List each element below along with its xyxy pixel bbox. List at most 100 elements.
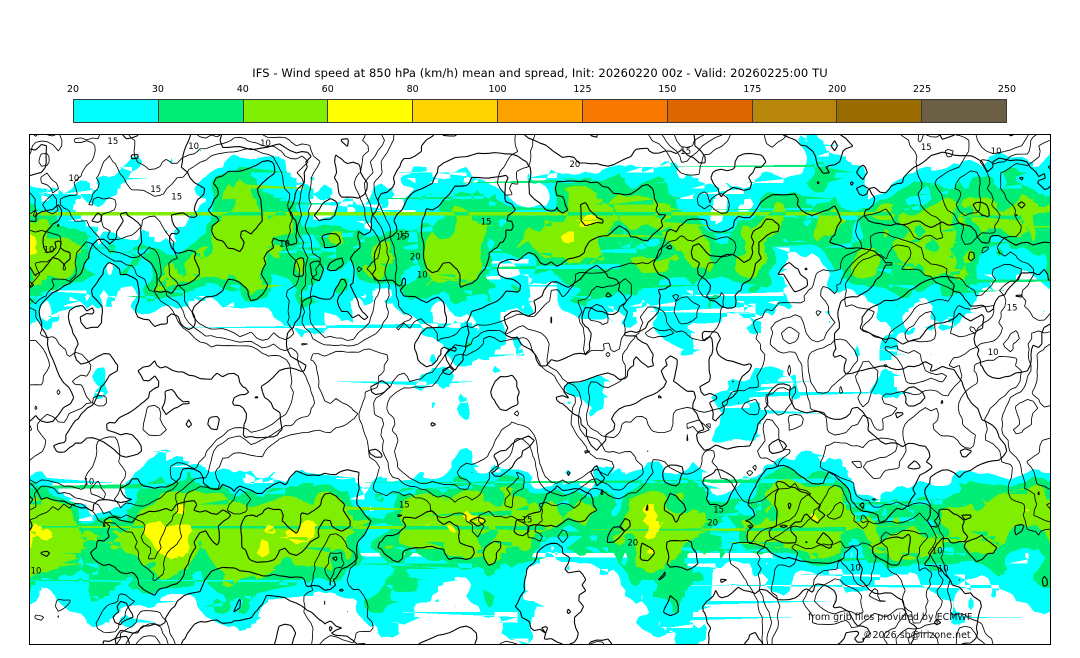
colorbar: 20 30 40 60 80 100 125 150 175 200 225 250 — [67, 84, 1016, 130]
colorbar-band-150-175 — [667, 100, 753, 122]
colorbar-tick-labels: 20 30 40 60 80 100 125 150 175 200 225 250 — [67, 84, 1016, 98]
colorbar-band-60-80 — [328, 100, 414, 122]
colorbar-tick-150: 150 — [658, 84, 677, 95]
svg-text:20: 20 — [707, 517, 718, 527]
svg-text:10: 10 — [31, 565, 42, 575]
attribution-copyright: ©2026 sb@irizone.net — [863, 630, 971, 641]
svg-text:10: 10 — [988, 347, 999, 357]
colorbar-band-125-150 — [582, 100, 668, 122]
contour-label-10: 10 — [850, 562, 861, 572]
spread-contour-10 — [273, 138, 368, 644]
colorbar-tick-125: 125 — [573, 84, 592, 95]
wind-speed-fill-layer — [30, 135, 1050, 644]
colorbar-band-100-125 — [498, 100, 583, 122]
contour-label-15: 15 — [150, 184, 161, 194]
contour-label-15: 15 — [522, 514, 533, 524]
colorbar-tick-100: 100 — [488, 84, 507, 95]
svg-text:10: 10 — [188, 141, 199, 151]
svg-text:10: 10 — [69, 173, 80, 183]
contour-label-20: 20 — [410, 252, 421, 262]
spread-contour-25 — [30, 135, 1026, 596]
contour-label-20: 20 — [627, 537, 638, 547]
attribution-source: from grib files provided by ECMWF — [808, 612, 973, 623]
colorbar-band-200-225 — [837, 100, 923, 122]
svg-text:10: 10 — [932, 545, 943, 555]
wind-speed-spread-map: 15 10 10 20 15 15 10 10 15 15 10 10 15 15 20 10 15 15 10 10… — [30, 135, 1050, 644]
contour-labels: 15 10 10 20 15 15 10 10 15 15 10 10 15 15 20 10 15 15 10 10… — [31, 136, 1018, 575]
coastline-1 — [30, 135, 1050, 644]
svg-text:20: 20 — [627, 537, 638, 547]
svg-text:15: 15 — [399, 230, 410, 240]
contour-label-10: 10 — [938, 563, 949, 573]
contour-label-20: 20 — [570, 159, 581, 169]
svg-text:15: 15 — [713, 505, 724, 515]
contour-label-15: 15 — [396, 232, 407, 242]
contour-label-15: 15 — [399, 500, 410, 510]
contour-label-15: 15 — [107, 136, 118, 146]
contour-label-15: 15 — [399, 230, 410, 240]
contour-label-10: 10 — [69, 173, 80, 183]
svg-text:10: 10 — [850, 562, 861, 572]
svg-text:10: 10 — [417, 269, 428, 279]
svg-text:15: 15 — [921, 142, 932, 152]
coastline-2 — [30, 135, 1050, 644]
colorbar-band-175-200 — [752, 100, 838, 122]
contour-label-15: 15 — [680, 146, 691, 156]
contour-label-10: 10 — [279, 239, 290, 249]
svg-text:10: 10 — [83, 477, 94, 487]
contour-label-15: 15 — [921, 142, 932, 152]
colorbar-tick-20: 20 — [66, 84, 80, 95]
contour-label-10: 10 — [988, 347, 999, 357]
contour-label-10: 10 — [83, 477, 94, 487]
coastline-0 — [30, 135, 1050, 644]
contour-label-10: 10 — [932, 545, 943, 555]
contour-label-10: 10 — [31, 565, 42, 575]
svg-text:10: 10 — [279, 239, 290, 249]
svg-text:15: 15 — [150, 184, 161, 194]
svg-text:10: 10 — [260, 138, 271, 148]
svg-text:10: 10 — [991, 146, 1002, 156]
spread-contour-15 — [52, 135, 1050, 644]
svg-text:15: 15 — [522, 514, 533, 524]
colorbar-tick-80: 80 — [406, 84, 419, 95]
colorbar-band-225-250 — [922, 100, 1006, 122]
colorbar-tick-225: 225 — [913, 84, 932, 95]
svg-text:15: 15 — [171, 192, 182, 202]
contour-label-10: 10 — [417, 269, 428, 279]
colorbar-tick-40: 40 — [236, 84, 249, 95]
svg-text:15: 15 — [107, 136, 118, 146]
colorbar-tick-60: 60 — [321, 84, 334, 95]
svg-text:15: 15 — [481, 217, 492, 227]
colorbar-tick-250: 250 — [997, 84, 1017, 95]
svg-text:15: 15 — [680, 146, 691, 156]
svg-text:10: 10 — [938, 563, 949, 573]
contour-label-20: 20 — [707, 517, 718, 527]
colorbar-band-20-30 — [74, 100, 159, 122]
svg-text:15: 15 — [396, 232, 407, 242]
svg-text:20: 20 — [410, 252, 421, 262]
contour-label-15: 15 — [1007, 302, 1018, 312]
svg-text:15: 15 — [399, 500, 410, 510]
contour-label-15: 15 — [481, 217, 492, 227]
contour-label-10: 10 — [991, 146, 1002, 156]
svg-text:10: 10 — [44, 245, 55, 255]
svg-text:15: 15 — [1007, 302, 1018, 312]
fill-band-40-60 — [30, 179, 1050, 588]
contour-label-15: 15 — [171, 192, 182, 202]
contour-label-10: 10 — [188, 141, 199, 151]
colorbar-band-80-100 — [413, 100, 499, 122]
colorbar-tick-30: 30 — [151, 84, 164, 95]
spread-contour-layer — [30, 135, 1050, 644]
svg-text:20: 20 — [570, 159, 581, 169]
contour-label-10: 10 — [44, 245, 55, 255]
colorbar-band-40-60 — [243, 100, 329, 122]
colorbar-tick-175: 175 — [743, 84, 762, 95]
map-panel[interactable]: 15 10 10 20 15 15 10 10 15 15 10 10 15 15 20 10 15 15 10 10… — [29, 134, 1051, 645]
colorbar-bands — [73, 99, 1007, 123]
colorbar-tick-200: 200 — [828, 84, 847, 95]
colorbar-band-30-40 — [158, 100, 244, 122]
contour-label-10: 10 — [260, 138, 271, 148]
contour-label-15: 15 — [713, 505, 724, 515]
fill-band-80-100 — [165, 541, 167, 543]
coastline-layer — [30, 135, 1050, 644]
